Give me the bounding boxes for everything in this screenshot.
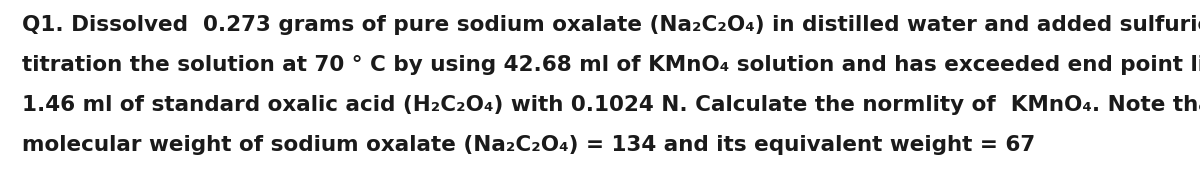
- Text: 1.46 ml of standard oxalic acid (H₂C₂O₄) with 0.1024 N. Calculate the normlity o: 1.46 ml of standard oxalic acid (H₂C₂O₄)…: [22, 95, 1200, 115]
- Text: Q1. Dissolved  0.273 grams of pure sodium oxalate (Na₂C₂O₄) in distilled water a: Q1. Dissolved 0.273 grams of pure sodium…: [22, 15, 1200, 35]
- Text: titration the solution at 70 ° C by using 42.68 ml of KMnO₄ solution and has exc: titration the solution at 70 ° C by usin…: [22, 55, 1200, 75]
- Text: molecular weight of sodium oxalate (Na₂C₂O₄) = 134 and its equivalent weight = 6: molecular weight of sodium oxalate (Na₂C…: [22, 135, 1034, 154]
